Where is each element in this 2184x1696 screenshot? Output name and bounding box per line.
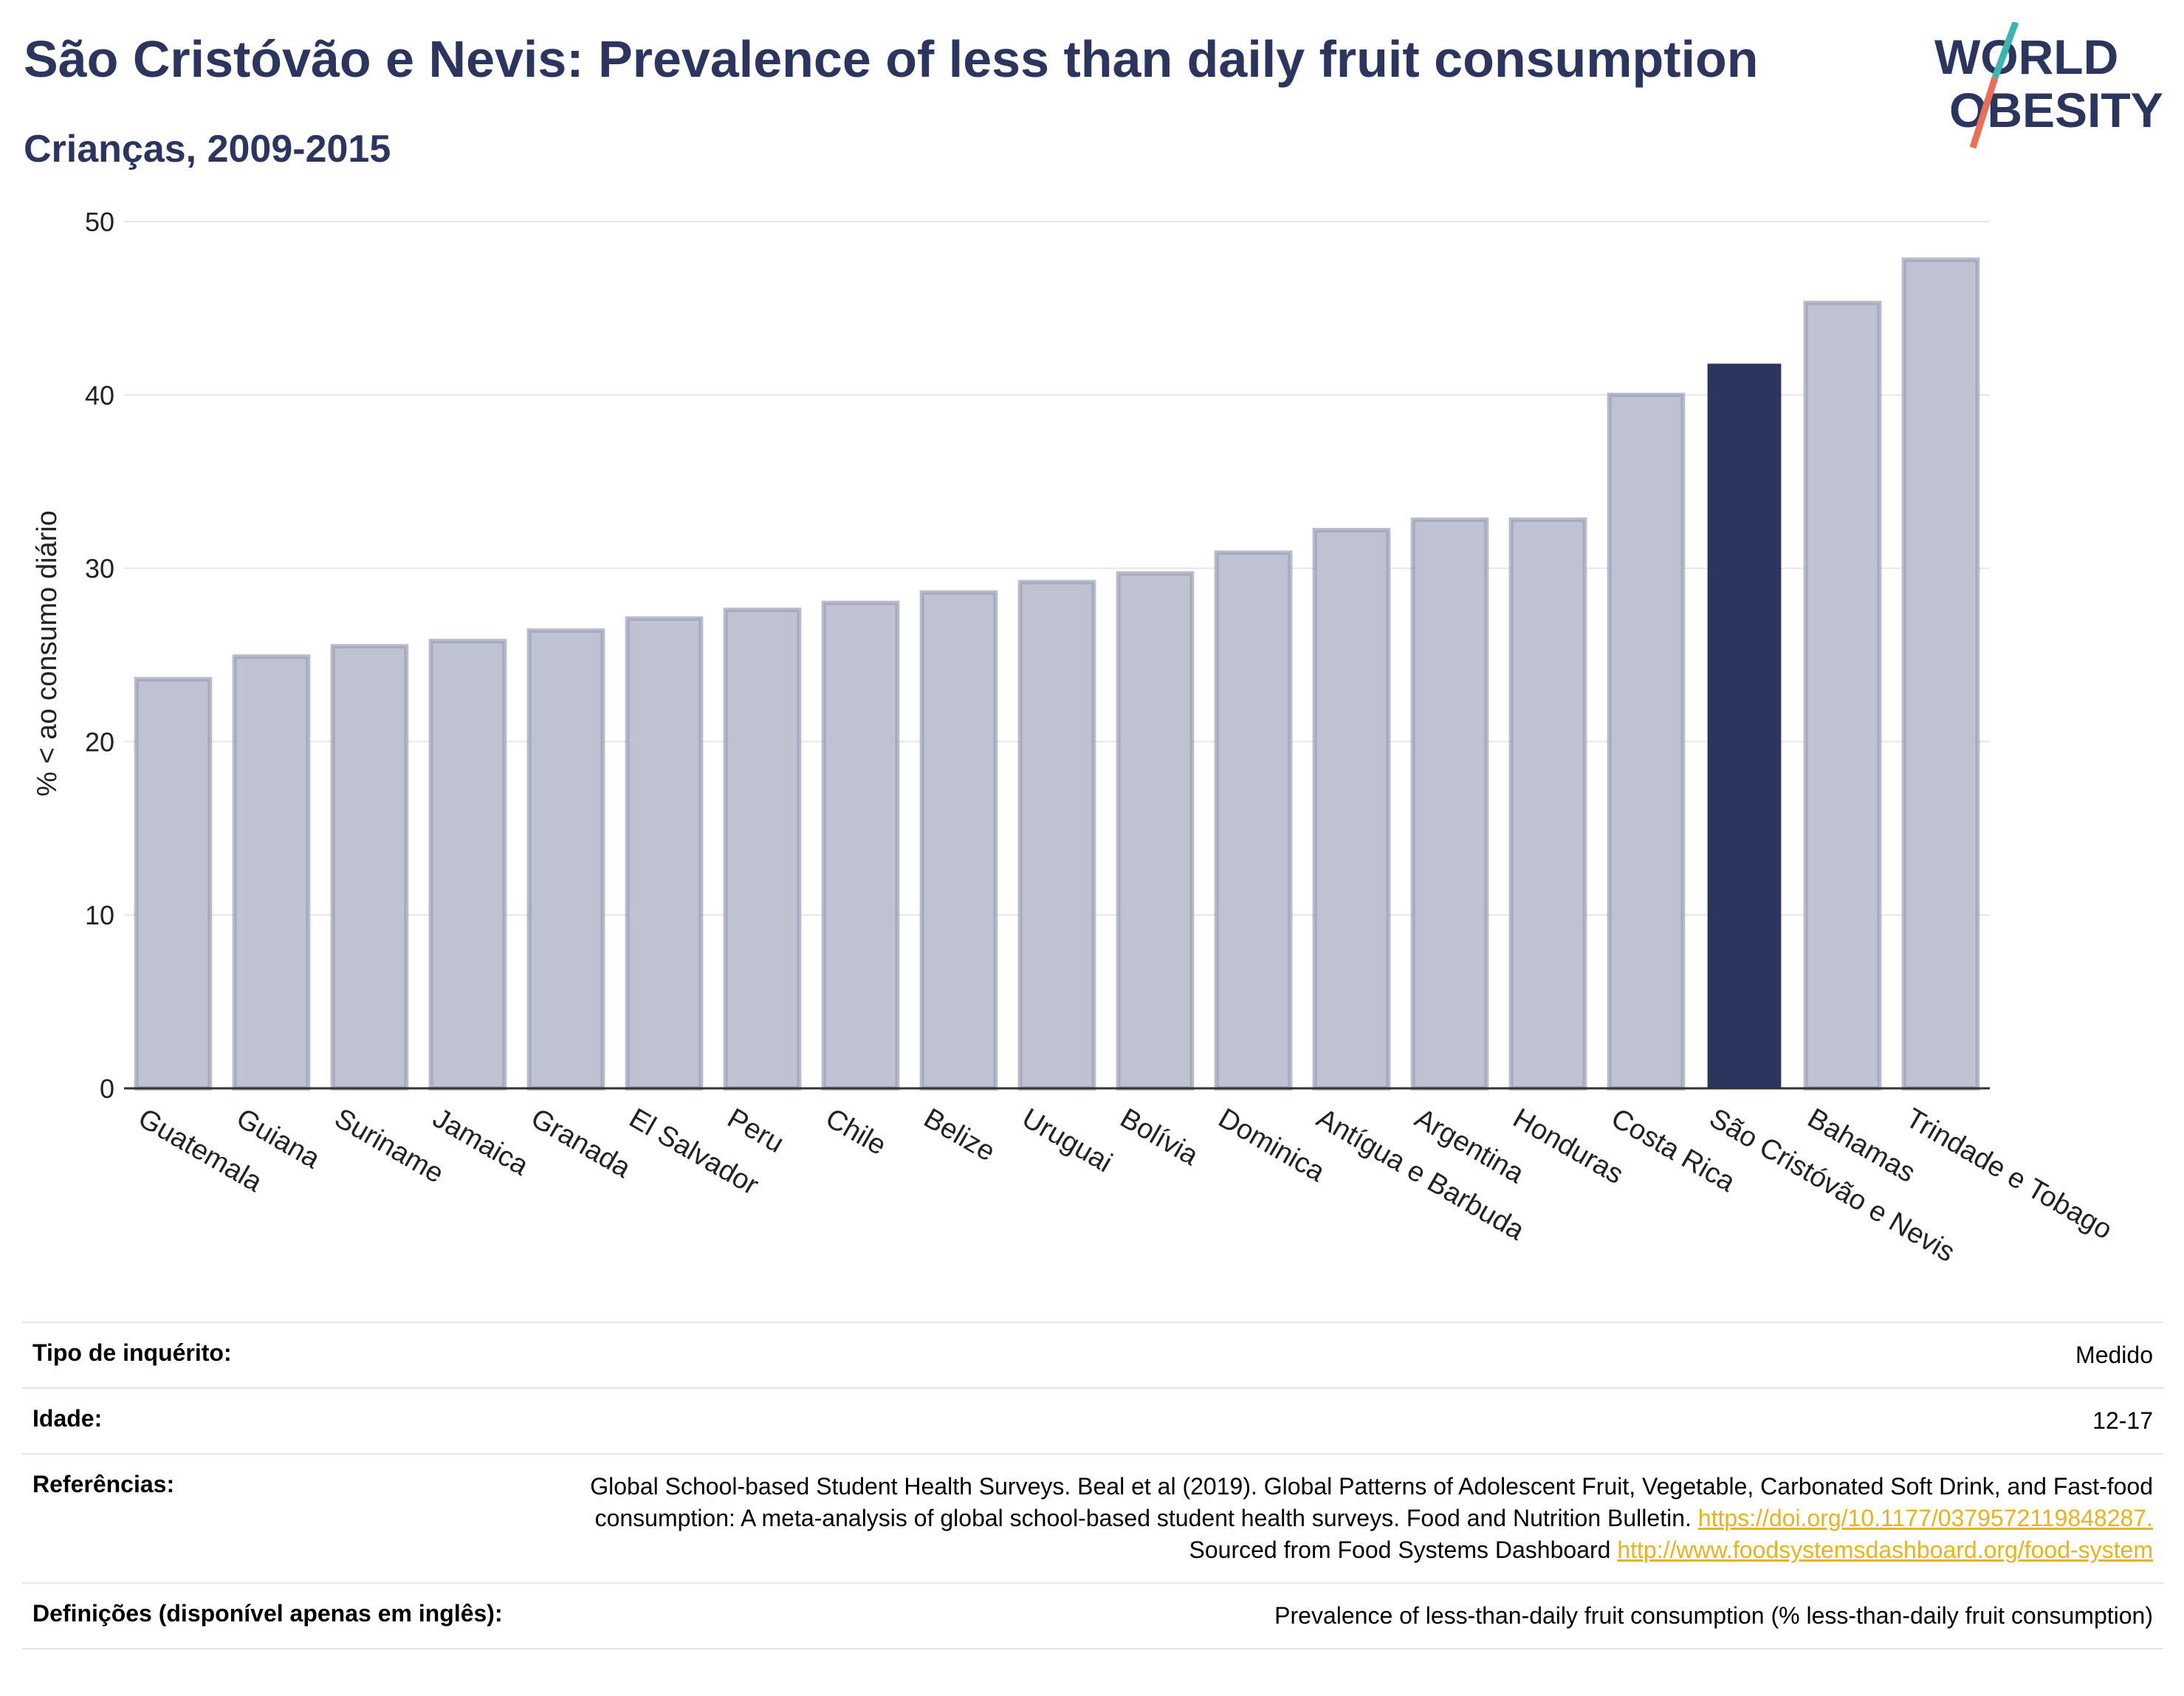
bar-argentina	[1410, 517, 1489, 1091]
food-systems-link[interactable]: http://www.foodsystemsdashboard.org/food…	[1617, 1537, 2153, 1563]
logo-slash-bottom	[1969, 76, 1999, 149]
x-tick-label: Trindade e Tobago	[1900, 1102, 2118, 1246]
x-tick-label: Dominica	[1213, 1102, 1330, 1188]
references-text: Global School-based Student Health Surve…	[590, 1473, 2153, 1531]
logo-text-world: WORLD	[1934, 30, 2118, 84]
y-tick-label: 20	[85, 727, 114, 757]
y-tick-label: 40	[85, 380, 114, 411]
bar-peru	[723, 607, 802, 1091]
meta-row-survey-type: Tipo de inquérito: Medido	[22, 1322, 2163, 1389]
y-tick-label: 10	[85, 900, 114, 930]
x-tick-label: Chile	[820, 1102, 891, 1161]
x-tick-label: Belize	[918, 1102, 1000, 1167]
meta-value: Prevalence of less-than-daily fruit cons…	[574, 1582, 2163, 1649]
y-tick-label: 0	[100, 1074, 114, 1104]
meta-value: Medido	[574, 1322, 2163, 1389]
chart-title: São Cristóvão e Nevis: Prevalence of les…	[24, 30, 1759, 88]
chart-subtitle: Crianças, 2009-2015	[24, 128, 391, 171]
bars	[134, 257, 1980, 1091]
meta-label: Referências:	[22, 1453, 574, 1584]
logo-slash-top	[1991, 22, 2019, 79]
x-tick-label: Bolívia	[1115, 1102, 1204, 1172]
bar-ant-gua-e-barbuda	[1312, 527, 1391, 1091]
y-tick-label: 50	[85, 207, 114, 237]
bar-guatemala	[134, 676, 213, 1091]
metadata-table: Tipo de inquérito: Medido Idade: 12-17 R…	[22, 1322, 2163, 1649]
x-tick-label: Peru	[722, 1102, 789, 1159]
meta-label: Idade:	[22, 1387, 574, 1455]
bar-costa-rica	[1607, 392, 1686, 1091]
y-axis-label: % < ao consumo diário	[32, 510, 63, 797]
bar-honduras	[1508, 517, 1587, 1091]
bar-dominica	[1214, 550, 1293, 1091]
bar-el-salvador	[625, 616, 704, 1091]
meta-label: Definições (disponível apenas em inglês)…	[22, 1582, 574, 1649]
bar-guiana	[232, 654, 311, 1091]
meta-row-definitions: Definições (disponível apenas em inglês)…	[22, 1582, 2163, 1649]
doi-link[interactable]: https://doi.org/10.1177/0379572119848287…	[1697, 1505, 2153, 1531]
references-source-text: Sourced from Food Systems Dashboard	[1189, 1537, 1618, 1563]
meta-row-references: Referências: Global School-based Student…	[22, 1453, 2163, 1584]
bar-trindade-e-tobago	[1901, 257, 1980, 1091]
bar-bahamas	[1803, 301, 1882, 1091]
x-tick-label: Granada	[526, 1102, 636, 1184]
x-tick-label: Honduras	[1508, 1102, 1629, 1190]
bar-s-o-crist-v-o-e-nevis	[1707, 363, 1782, 1088]
y-tick-label: 30	[85, 554, 114, 584]
x-tick-label: Suriname	[329, 1102, 449, 1189]
meta-value: 12-17	[574, 1387, 2163, 1455]
meta-row-age: Idade: 12-17	[22, 1387, 2163, 1455]
bar-granada	[526, 628, 605, 1091]
x-tick-label: Uruguai	[1017, 1102, 1117, 1178]
bar-suriname	[330, 644, 409, 1091]
bar-belize	[919, 590, 998, 1091]
bar-jamaica	[428, 639, 507, 1091]
y-tick-labels: 0 10 20 30 40 50	[85, 207, 114, 1104]
meta-label: Tipo de inquérito:	[22, 1322, 574, 1389]
world-obesity-logo: WORLD OBESITY	[1934, 22, 2163, 149]
bar-chile	[821, 600, 900, 1091]
bar-bol-via	[1116, 571, 1195, 1091]
bar-uruguai	[1017, 580, 1096, 1091]
